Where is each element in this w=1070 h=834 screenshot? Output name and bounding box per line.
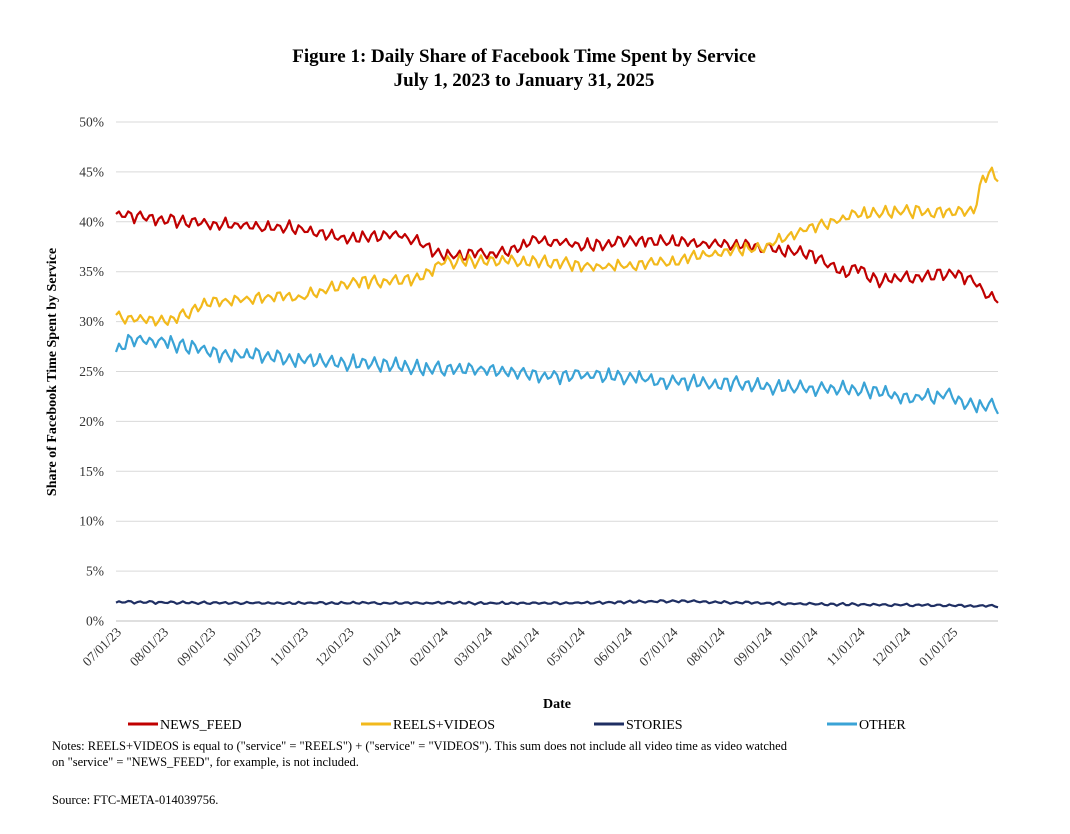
chart-title: Figure 1: Daily Share of Facebook Time S… <box>292 46 756 67</box>
y-tick-label: 45% <box>79 164 104 179</box>
x-tick-label: 10/01/24 <box>776 624 821 669</box>
y-tick-label: 5% <box>86 564 104 579</box>
legend-label: OTHER <box>859 718 906 733</box>
y-tick-label: 0% <box>86 614 104 629</box>
x-tick-label: 12/01/24 <box>869 624 914 669</box>
notes-line-1: Notes: REELS+VIDEOS is equal to ("servic… <box>52 739 788 753</box>
series-line-other <box>114 333 999 415</box>
x-tick-label: 07/01/24 <box>636 624 681 669</box>
x-tick-label: 07/01/23 <box>80 624 125 669</box>
x-tick-label: 11/01/24 <box>824 624 868 668</box>
y-axis-label: Share of Facebook Time Spent by Service <box>45 248 60 496</box>
y-axis-ticks: 0% 5% 10% 15% 20% 25% 30% 35% 40% 45% 50% <box>79 115 104 629</box>
legend-label: NEWS_FEED <box>160 718 242 733</box>
y-tick-label: 40% <box>79 214 104 229</box>
x-axis-label: Date <box>543 697 571 712</box>
grid <box>116 121 998 572</box>
y-tick-label: 35% <box>79 264 104 279</box>
legend: NEWS_FEED REELS+VIDEOS STORIES OTHER <box>128 718 906 733</box>
y-tick-label: 30% <box>79 314 104 329</box>
x-tick-label: 06/01/24 <box>591 624 636 669</box>
x-tick-label: 09/01/23 <box>174 624 219 669</box>
notes-line-2: on "service" = "NEWS_FEED", for example,… <box>52 755 359 769</box>
series-line-stories <box>115 599 999 609</box>
x-tick-label: 01/01/25 <box>916 624 961 669</box>
x-tick-label: 10/01/23 <box>219 624 264 669</box>
series-group <box>114 166 999 609</box>
x-tick-label: 08/01/24 <box>683 624 728 669</box>
y-tick-label: 15% <box>79 464 104 479</box>
x-axis-ticks: 07/01/23 08/01/23 09/01/23 10/01/23 11/01/23… <box>80 624 961 669</box>
x-tick-label: 02/01/24 <box>407 624 452 669</box>
x-tick-label: 04/01/24 <box>498 624 543 669</box>
x-tick-label: 05/01/24 <box>543 624 588 669</box>
legend-label: REELS+VIDEOS <box>393 718 495 733</box>
x-tick-label: 11/01/23 <box>267 624 311 668</box>
x-tick-label: 01/01/24 <box>359 624 404 669</box>
legend-label: STORIES <box>626 718 683 733</box>
x-tick-label: 09/01/24 <box>730 624 775 669</box>
chart-subtitle: July 1, 2023 to January 31, 2025 <box>394 70 655 91</box>
y-tick-label: 10% <box>79 514 104 529</box>
source-note: Source: FTC-META-014039756. <box>52 793 218 807</box>
x-tick-label: 08/01/23 <box>127 624 172 669</box>
series-line-news-feed <box>115 210 999 304</box>
y-tick-label: 20% <box>79 414 104 429</box>
series-line-reels-videos <box>115 166 999 327</box>
x-tick-label: 03/01/24 <box>451 624 496 669</box>
y-tick-label: 50% <box>79 115 104 130</box>
x-tick-label: 12/01/23 <box>312 624 357 669</box>
y-tick-label: 25% <box>79 364 104 379</box>
